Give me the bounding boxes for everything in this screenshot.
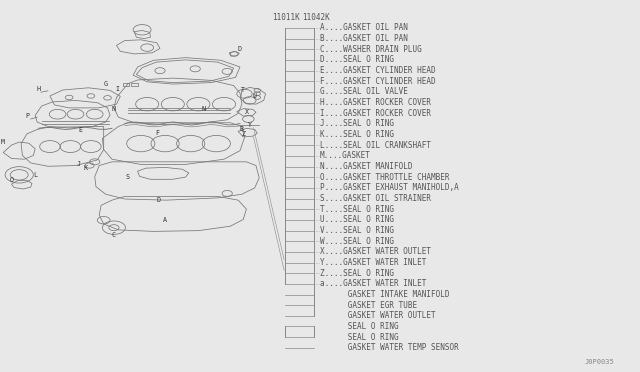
Text: U....SEAL O RING: U....SEAL O RING bbox=[320, 215, 394, 224]
Text: L....SEAL OIL CRANKSHAFT: L....SEAL OIL CRANKSHAFT bbox=[320, 141, 431, 150]
Text: T: T bbox=[241, 87, 244, 93]
Text: G....SEAL OIL VALVE: G....SEAL OIL VALVE bbox=[320, 87, 408, 96]
Text: a....GASKET WATER INLET: a....GASKET WATER INLET bbox=[320, 279, 426, 288]
Text: 11042K: 11042K bbox=[302, 13, 330, 22]
Text: G: G bbox=[104, 81, 108, 87]
Text: GASKET WATER TEMP SENSOR: GASKET WATER TEMP SENSOR bbox=[320, 343, 459, 352]
Text: I....GASKET ROCKER COVER: I....GASKET ROCKER COVER bbox=[320, 109, 431, 118]
Text: K: K bbox=[84, 165, 88, 171]
Text: H: H bbox=[36, 86, 40, 92]
Text: X: X bbox=[245, 109, 249, 115]
Text: GASKET EGR TUBE: GASKET EGR TUBE bbox=[320, 301, 417, 310]
Text: O....GASKET THROTTLE CHAMBER: O....GASKET THROTTLE CHAMBER bbox=[320, 173, 449, 182]
Text: V....SEAL O RING: V....SEAL O RING bbox=[320, 226, 394, 235]
Text: F: F bbox=[155, 130, 159, 136]
Text: Z: Z bbox=[241, 131, 245, 137]
Text: N....GASKET MANIFOLD: N....GASKET MANIFOLD bbox=[320, 162, 413, 171]
Text: T....SEAL O RING: T....SEAL O RING bbox=[320, 205, 394, 214]
Text: M: M bbox=[1, 139, 5, 145]
Text: X....GASKET WATER OUTLET: X....GASKET WATER OUTLET bbox=[320, 247, 431, 256]
Text: B: B bbox=[240, 126, 244, 132]
Text: C: C bbox=[112, 232, 116, 238]
Text: B....GASKET OIL PAN: B....GASKET OIL PAN bbox=[320, 34, 408, 43]
Text: GASKET WATER OUTLET: GASKET WATER OUTLET bbox=[320, 311, 436, 320]
Text: S: S bbox=[126, 174, 130, 180]
Text: U: U bbox=[252, 93, 256, 99]
Text: SEAL O RING: SEAL O RING bbox=[320, 322, 399, 331]
Text: F....GASKET CYLINDER HEAD: F....GASKET CYLINDER HEAD bbox=[320, 77, 436, 86]
Text: A....GASKET OIL PAN: A....GASKET OIL PAN bbox=[320, 23, 408, 32]
Text: GASKET INTAKE MANIFOLD: GASKET INTAKE MANIFOLD bbox=[320, 290, 449, 299]
Text: P....GASKET EXHAUST MANIHOLD,A: P....GASKET EXHAUST MANIHOLD,A bbox=[320, 183, 459, 192]
Text: D: D bbox=[156, 197, 160, 203]
Text: L: L bbox=[33, 172, 37, 178]
Text: H....GASKET ROCKER COVER: H....GASKET ROCKER COVER bbox=[320, 98, 431, 107]
Text: O: O bbox=[10, 177, 13, 183]
Text: J: J bbox=[76, 161, 80, 167]
Text: D: D bbox=[238, 46, 242, 52]
Text: E....GASKET CYLINDER HEAD: E....GASKET CYLINDER HEAD bbox=[320, 66, 436, 75]
Text: P: P bbox=[25, 113, 29, 119]
Text: K....SEAL O RING: K....SEAL O RING bbox=[320, 130, 394, 139]
Text: D....SEAL O RING: D....SEAL O RING bbox=[320, 55, 394, 64]
Text: N: N bbox=[112, 106, 116, 112]
Text: A: A bbox=[163, 217, 167, 223]
Text: Y....GASKET WATER INLET: Y....GASKET WATER INLET bbox=[320, 258, 426, 267]
Text: S....GASKET OIL STRAINER: S....GASKET OIL STRAINER bbox=[320, 194, 431, 203]
Text: Y: Y bbox=[248, 122, 252, 128]
Text: J....SEAL O RING: J....SEAL O RING bbox=[320, 119, 394, 128]
Text: SEAL O RING: SEAL O RING bbox=[320, 333, 399, 341]
Text: M....GASKET: M....GASKET bbox=[320, 151, 371, 160]
Text: W....SEAL O RING: W....SEAL O RING bbox=[320, 237, 394, 246]
Text: Z....SEAL O RING: Z....SEAL O RING bbox=[320, 269, 394, 278]
Text: N: N bbox=[202, 106, 205, 112]
Text: 11011K: 11011K bbox=[272, 13, 300, 22]
Text: C....WASHER DRAIN PLUG: C....WASHER DRAIN PLUG bbox=[320, 45, 422, 54]
Text: E: E bbox=[78, 127, 82, 133]
Text: J0P0035: J0P0035 bbox=[585, 359, 614, 365]
Text: I: I bbox=[116, 86, 120, 92]
